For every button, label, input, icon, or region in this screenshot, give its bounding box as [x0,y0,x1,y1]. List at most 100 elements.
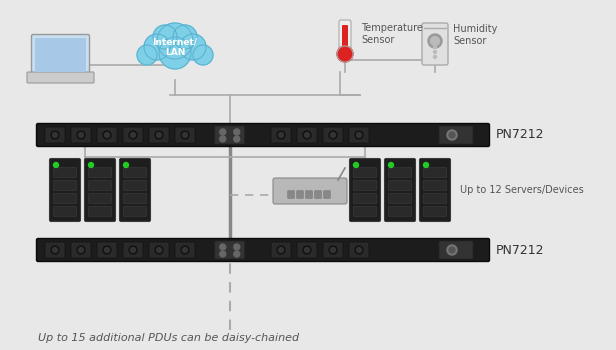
FancyBboxPatch shape [271,127,291,143]
Circle shape [337,46,353,62]
Circle shape [157,23,193,59]
Circle shape [278,133,283,138]
Circle shape [303,131,311,139]
Circle shape [193,45,213,65]
FancyBboxPatch shape [35,38,86,72]
FancyBboxPatch shape [123,168,147,177]
Circle shape [51,131,59,139]
Circle shape [220,136,225,142]
FancyBboxPatch shape [27,72,94,83]
Circle shape [233,136,240,142]
FancyBboxPatch shape [323,242,343,258]
Circle shape [129,131,137,139]
Circle shape [431,36,439,46]
FancyBboxPatch shape [54,181,76,190]
Circle shape [52,133,57,138]
Circle shape [182,247,187,252]
FancyBboxPatch shape [424,181,447,190]
Circle shape [129,246,137,254]
FancyBboxPatch shape [45,242,65,258]
Circle shape [153,25,177,49]
FancyBboxPatch shape [89,194,111,203]
FancyBboxPatch shape [215,241,245,259]
Circle shape [355,246,363,254]
FancyBboxPatch shape [123,242,143,258]
Text: Temperature
Sensor: Temperature Sensor [361,23,423,45]
Circle shape [220,129,225,135]
FancyBboxPatch shape [175,127,195,143]
Circle shape [277,246,285,254]
FancyBboxPatch shape [36,238,490,261]
Circle shape [233,251,240,257]
FancyBboxPatch shape [323,127,343,143]
FancyBboxPatch shape [271,242,291,258]
Circle shape [155,246,163,254]
Circle shape [173,25,197,49]
FancyBboxPatch shape [123,194,147,203]
Circle shape [78,247,84,252]
Circle shape [103,131,111,139]
FancyBboxPatch shape [339,20,351,54]
Circle shape [131,247,136,252]
Circle shape [103,246,111,254]
FancyBboxPatch shape [149,127,169,143]
Circle shape [329,131,337,139]
Circle shape [331,247,336,252]
Circle shape [329,246,337,254]
FancyBboxPatch shape [36,124,490,147]
Circle shape [424,162,429,168]
FancyBboxPatch shape [149,242,169,258]
Circle shape [144,34,170,60]
FancyBboxPatch shape [424,206,447,217]
FancyBboxPatch shape [31,35,89,76]
Circle shape [434,56,437,58]
FancyBboxPatch shape [97,242,117,258]
FancyBboxPatch shape [389,206,411,217]
FancyBboxPatch shape [71,127,91,143]
Text: PN7212: PN7212 [496,128,545,141]
FancyBboxPatch shape [354,168,376,177]
FancyBboxPatch shape [422,23,448,65]
FancyBboxPatch shape [389,168,411,177]
FancyBboxPatch shape [89,168,111,177]
FancyBboxPatch shape [419,159,450,222]
FancyBboxPatch shape [54,194,76,203]
FancyBboxPatch shape [439,241,473,259]
Circle shape [159,37,191,69]
Circle shape [131,133,136,138]
Circle shape [303,246,311,254]
Circle shape [155,131,163,139]
Circle shape [123,162,129,168]
FancyBboxPatch shape [306,191,312,198]
FancyBboxPatch shape [354,181,376,190]
Circle shape [331,133,336,138]
Circle shape [278,247,283,252]
Circle shape [137,45,157,65]
Circle shape [304,133,309,138]
FancyBboxPatch shape [54,168,76,177]
Circle shape [304,247,309,252]
FancyBboxPatch shape [315,191,322,198]
FancyBboxPatch shape [342,25,348,51]
Circle shape [357,133,362,138]
FancyBboxPatch shape [288,191,294,198]
FancyBboxPatch shape [297,127,317,143]
FancyBboxPatch shape [120,159,150,222]
FancyBboxPatch shape [49,159,81,222]
Circle shape [105,247,110,252]
Circle shape [357,247,362,252]
FancyBboxPatch shape [389,194,411,203]
Circle shape [181,246,189,254]
FancyBboxPatch shape [273,178,347,204]
Circle shape [51,246,59,254]
Circle shape [180,34,206,60]
Circle shape [434,46,437,49]
FancyBboxPatch shape [354,206,376,217]
Circle shape [77,246,85,254]
FancyBboxPatch shape [323,191,330,198]
Text: Up to 12 Servers/Devices: Up to 12 Servers/Devices [460,185,584,195]
FancyBboxPatch shape [354,194,376,203]
FancyBboxPatch shape [175,242,195,258]
Text: Up to 15 additional PDUs can be daisy-chained: Up to 15 additional PDUs can be daisy-ch… [38,333,299,343]
FancyBboxPatch shape [89,206,111,217]
